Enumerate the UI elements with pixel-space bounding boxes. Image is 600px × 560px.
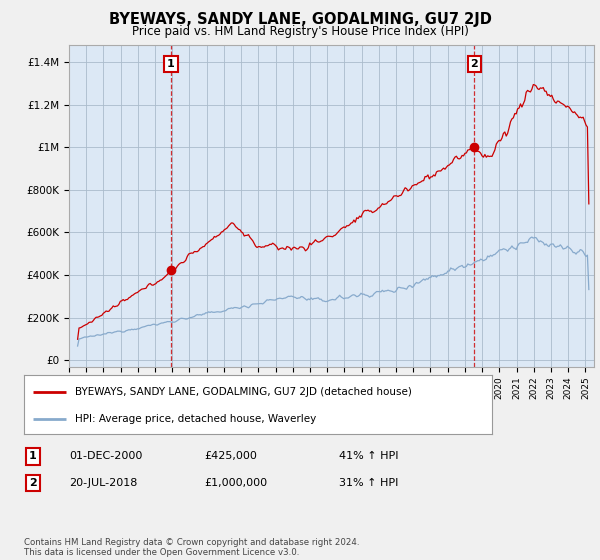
Text: 1: 1 [29, 451, 37, 461]
Text: BYEWAYS, SANDY LANE, GODALMING, GU7 2JD: BYEWAYS, SANDY LANE, GODALMING, GU7 2JD [109, 12, 491, 27]
Text: £425,000: £425,000 [204, 451, 257, 461]
Text: 41% ↑ HPI: 41% ↑ HPI [339, 451, 398, 461]
Text: 01-DEC-2000: 01-DEC-2000 [69, 451, 142, 461]
Text: 1: 1 [167, 59, 175, 69]
Text: 20-JUL-2018: 20-JUL-2018 [69, 478, 137, 488]
Text: BYEWAYS, SANDY LANE, GODALMING, GU7 2JD (detached house): BYEWAYS, SANDY LANE, GODALMING, GU7 2JD … [76, 386, 412, 396]
Text: 31% ↑ HPI: 31% ↑ HPI [339, 478, 398, 488]
Text: HPI: Average price, detached house, Waverley: HPI: Average price, detached house, Wave… [76, 414, 317, 424]
Text: Contains HM Land Registry data © Crown copyright and database right 2024.
This d: Contains HM Land Registry data © Crown c… [24, 538, 359, 557]
Text: 2: 2 [470, 59, 478, 69]
Text: Price paid vs. HM Land Registry's House Price Index (HPI): Price paid vs. HM Land Registry's House … [131, 25, 469, 38]
Text: 2: 2 [29, 478, 37, 488]
Text: £1,000,000: £1,000,000 [204, 478, 267, 488]
